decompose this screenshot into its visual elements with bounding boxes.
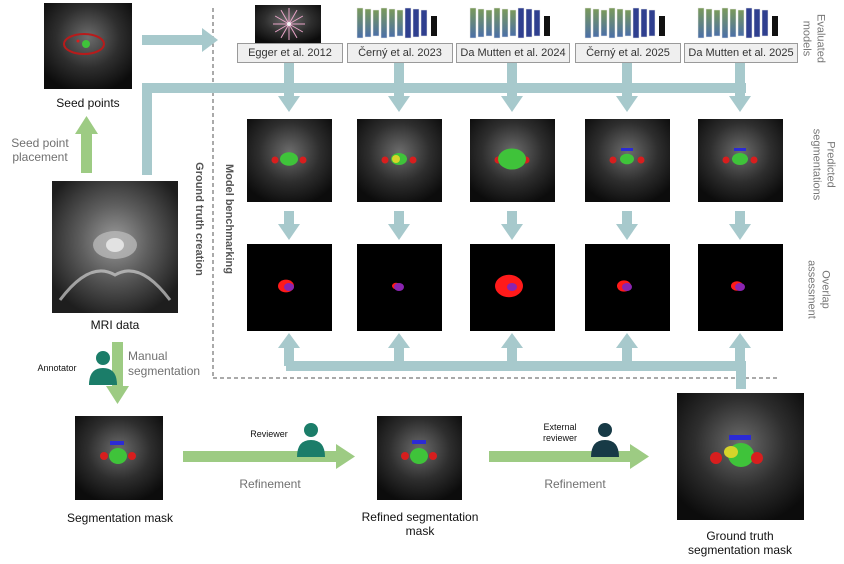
predicted-segmentations-label-1: Predicted [824, 141, 837, 188]
overlap-map-5 [698, 244, 783, 331]
refinement-label-2: Refinement [544, 477, 606, 491]
model-benchmarking-label: Model benchmarking [223, 163, 235, 275]
model-thumbnail-4 [584, 7, 665, 39]
ground-truth-mask-image [677, 393, 804, 520]
model-box-5: Da Mutten et al. 2025 [684, 43, 798, 63]
ground-truth-creation-label: Ground truth creation [193, 162, 205, 276]
evaluated-models-label-1: Evaluated [814, 14, 827, 63]
model-thumbnail-1 [255, 5, 321, 43]
predicted-segmentation-3 [470, 119, 555, 202]
arrow-manual-segmentation [106, 342, 129, 404]
predicted-segmentations-row [247, 119, 783, 202]
annotator-label: Annotator [37, 363, 77, 373]
predicted-segmentation-2 [357, 119, 442, 202]
predicted-segmentation-4 [585, 119, 670, 202]
gt-to-overlap-arrows [278, 333, 751, 366]
mri-data-image [52, 181, 178, 313]
refined-mask-image [377, 416, 462, 500]
model-box-3: Da Mutten et al. 2024 [456, 43, 570, 63]
model-thumbnail-5 [697, 7, 778, 39]
model-thumbnail-3 [469, 7, 550, 39]
arrow-mri-to-benchmark [142, 83, 746, 175]
model-box-4: Černý et al. 2025 [575, 43, 681, 63]
gt-mask-label-2: segmentation mask [687, 543, 793, 557]
gt-mask-label-1: Ground truth [706, 529, 774, 543]
manual-segmentation-label-2: segmentation [128, 364, 201, 378]
external-reviewer-label-2: reviewer [542, 433, 577, 443]
seed-point-placement-label-2: placement [12, 150, 68, 164]
overlap-assessment-label-1: Overlap [819, 270, 832, 309]
model-box-2: Černý et al. 2023 [347, 43, 453, 63]
arrow-seed-to-models [142, 28, 218, 52]
overlap-map-2 [357, 244, 442, 331]
reviewer-person-icon [297, 423, 325, 457]
arrow-seed-placement [75, 116, 98, 173]
mri-data-label: MRI data [90, 318, 140, 332]
arrow-refinement-1 [183, 444, 355, 469]
external-reviewer-label-1: External [543, 422, 577, 432]
overlap-map-4 [585, 244, 670, 331]
overlap-map-1 [247, 244, 332, 331]
seed-points-image [44, 3, 132, 89]
predicted-segmentation-1 [247, 119, 332, 202]
refined-mask-label-1: Refined segmentation [361, 510, 479, 524]
evaluated-models-label-2: models [800, 20, 813, 57]
seed-points-label: Seed points [56, 96, 120, 110]
predicted-segmentations-label-2: segmentations [810, 128, 823, 201]
segmentation-mask-label: Segmentation mask [66, 511, 174, 525]
reviewer-label: Reviewer [250, 429, 288, 439]
external-reviewer-person-icon [591, 423, 619, 457]
overlap-map-3 [470, 244, 555, 331]
model-to-prediction-arrows [278, 62, 751, 240]
overlap-assessment-row [247, 244, 783, 331]
model-thumbnail-2 [356, 7, 437, 39]
model-thumbnails [255, 5, 778, 43]
model-box-1: Egger et al. 2012 [237, 43, 343, 63]
overlap-assessment-label-2: assessment [805, 260, 818, 319]
manual-segmentation-label-1: Manual [128, 349, 168, 363]
segmentation-mask-image [75, 416, 163, 500]
annotator-person-icon [89, 351, 117, 385]
arrow-refinement-2 [489, 444, 649, 469]
refinement-label-1: Refinement [239, 477, 301, 491]
predicted-segmentation-5 [698, 119, 783, 202]
refined-mask-label-2: mask [405, 524, 435, 538]
seed-point-placement-label-1: Seed point [11, 136, 69, 150]
